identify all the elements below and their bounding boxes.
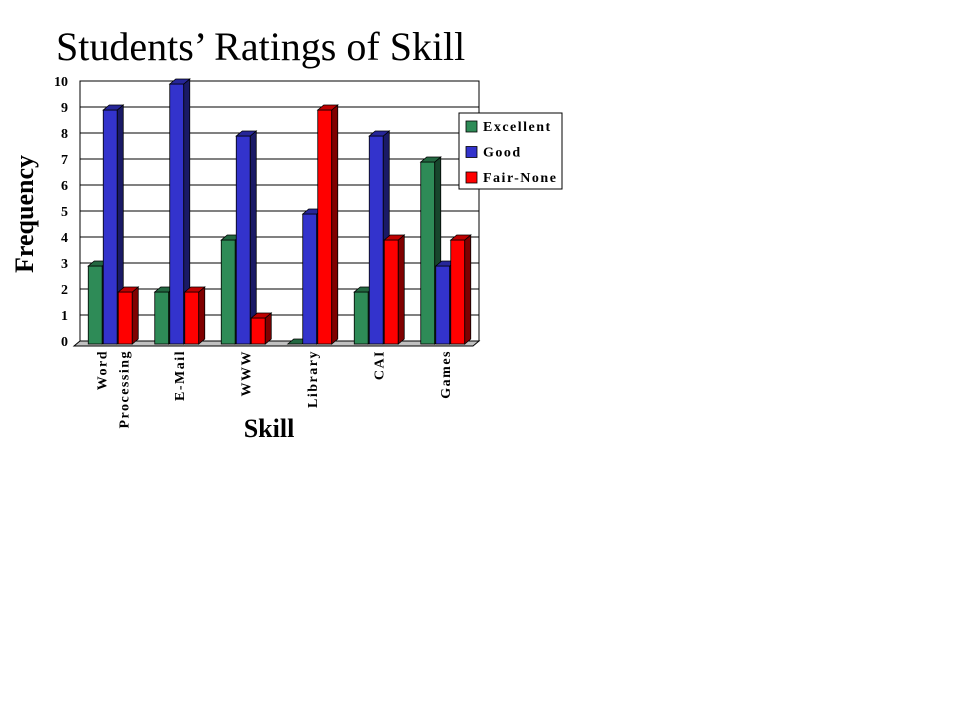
bar (117, 286, 140, 345)
x-tick-label: Word (95, 350, 110, 390)
x-tick-label: Games (439, 350, 454, 399)
x-tick-labels: Word Processing E-Mail WWW Library CAI Games (95, 350, 454, 429)
legend-swatch (465, 171, 478, 184)
legend: Excellent Good Fair-None (458, 112, 563, 190)
legend-swatch (465, 120, 478, 133)
bar (183, 286, 206, 345)
y-tick-label: 3 (61, 257, 68, 272)
bar (250, 312, 273, 345)
y-tick-label: 10 (54, 75, 68, 90)
y-tick-label: 4 (61, 231, 68, 246)
bars (87, 78, 472, 345)
x-axis-label: Skill (244, 414, 295, 443)
chart-title: Students’ Ratings of Skill (56, 24, 465, 69)
y-tick-label: 2 (61, 283, 68, 298)
x-tick-label: Processing (117, 350, 132, 429)
bar (368, 130, 391, 345)
y-tick-label: 8 (61, 127, 68, 142)
y-tick-label: 7 (61, 153, 68, 168)
gridlines (79, 80, 480, 342)
legend-swatch (465, 146, 478, 158)
legend-label: Excellent (483, 120, 552, 135)
legend-label: Good (483, 146, 522, 161)
y-tick-labels: 0 1 2 3 4 5 6 7 8 9 10 (54, 75, 68, 350)
bar (383, 234, 406, 345)
x-tick-label: E-Mail (173, 350, 188, 401)
y-tick-label: 1 (61, 309, 68, 324)
y-tick-label: 9 (61, 101, 68, 116)
y-tick-label: 0 (61, 335, 68, 350)
y-tick-label: 5 (61, 205, 68, 220)
x-tick-label: Library (306, 350, 321, 408)
bar (102, 104, 125, 345)
bar (449, 234, 472, 345)
bar (316, 104, 339, 345)
bar (235, 130, 258, 345)
bar (168, 78, 191, 345)
x-tick-label: WWW (239, 350, 254, 397)
legend-label: Fair-None (483, 171, 557, 186)
x-tick-label: CAI (372, 350, 387, 380)
y-axis-label: Frequency (10, 155, 39, 273)
y-tick-label: 6 (61, 179, 68, 194)
